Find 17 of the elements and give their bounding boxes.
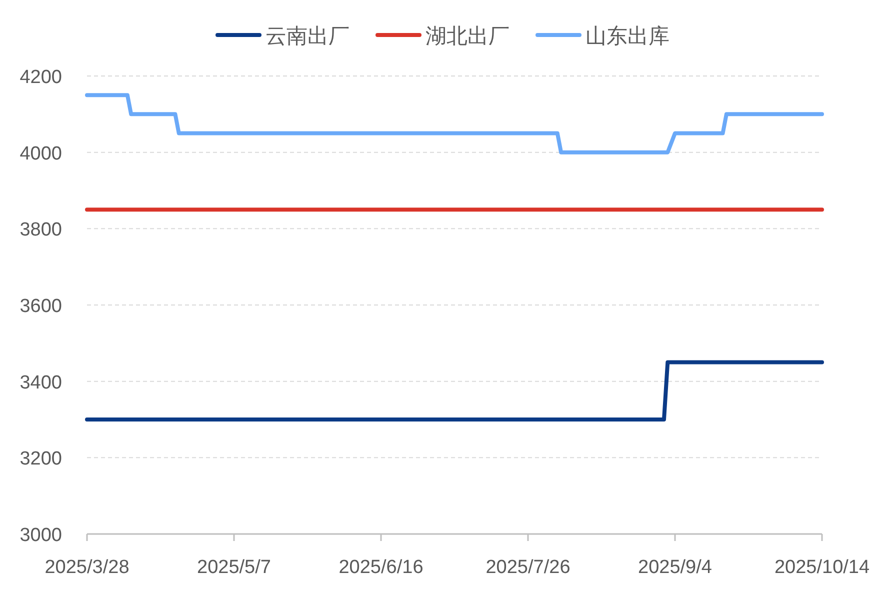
y-tick-label: 3400	[20, 372, 62, 394]
legend-label: 湖北出厂	[426, 25, 510, 48]
y-tick-label: 4200	[20, 67, 62, 88]
y-tick-label: 4000	[20, 143, 62, 164]
y-tick-label: 3000	[20, 525, 62, 546]
y-tick-label: 3200	[20, 448, 62, 470]
legend-label: 云南出厂	[266, 25, 350, 48]
x-tick-label: 2025/5/7	[197, 557, 271, 578]
x-tick-label: 2025/6/16	[338, 557, 424, 578]
x-tick-label: 2025/3/28	[44, 557, 130, 578]
x-tick-label: 2025/9/4	[638, 557, 712, 578]
line-series	[85, 93, 824, 154]
legend-label: 山东出库	[586, 25, 670, 48]
x-tick-label: 2025/7/26	[486, 557, 570, 578]
x-tick-label: 2025/10/14	[774, 557, 870, 578]
y-tick-label: 3800	[20, 220, 62, 241]
y-tick-label: 3600	[20, 296, 62, 317]
